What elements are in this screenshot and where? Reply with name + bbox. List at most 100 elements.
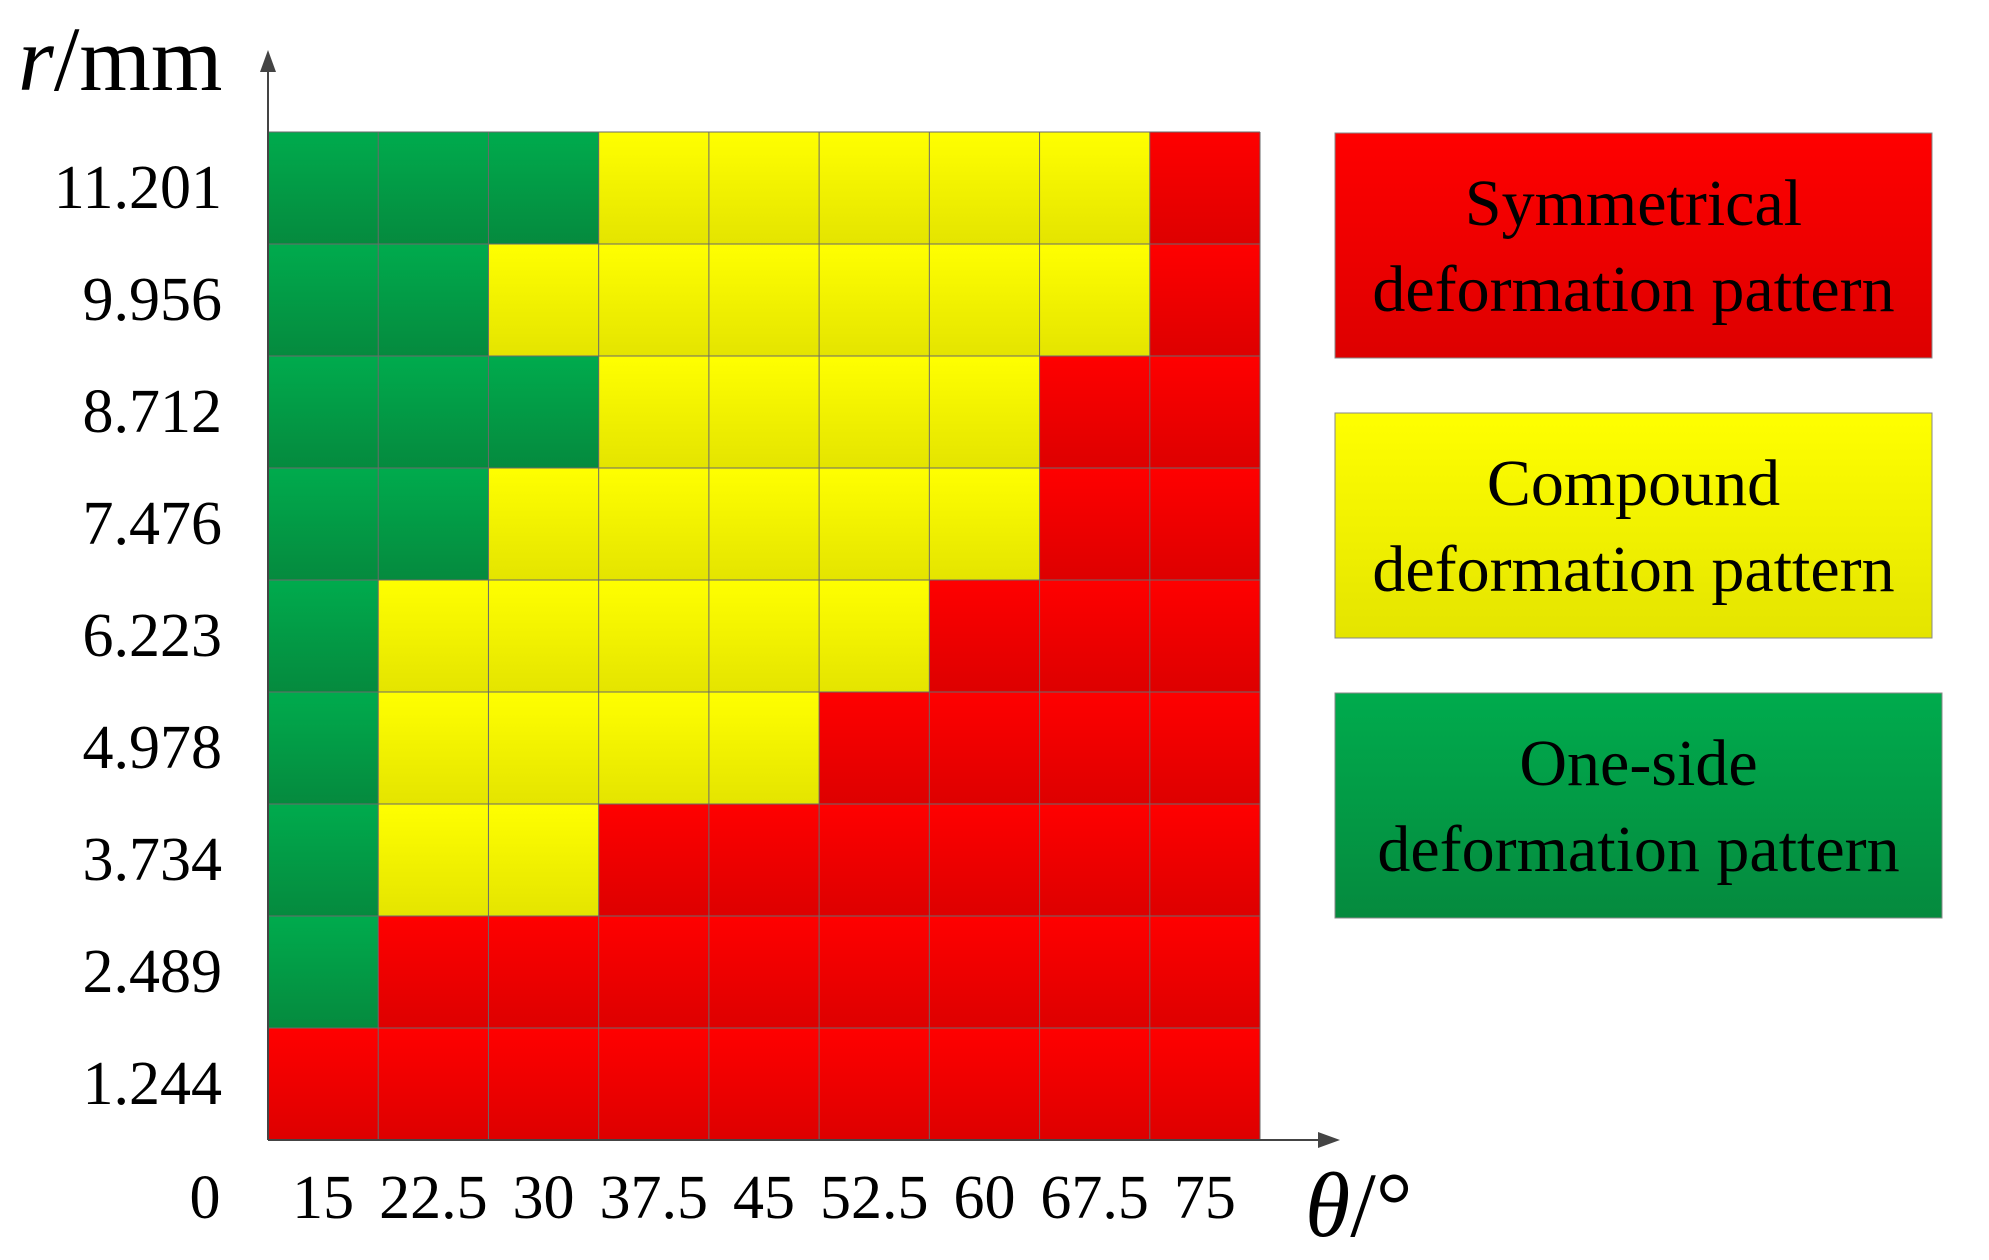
y-tick-label: 6.223 (83, 602, 223, 670)
heatmap-cell-r8.712-t22.5 (378, 356, 489, 469)
axes: r/mm θ/° (18, 8, 1413, 1256)
heatmap-cell-r6.223-t37.5 (598, 580, 710, 693)
x-tick-label: 15 (292, 1164, 354, 1232)
heatmap-cell-r2.489-t37.5 (598, 916, 710, 1029)
heatmap-cell-r11.201-t30 (488, 132, 600, 245)
y-tick-label: 9.956 (83, 266, 223, 334)
heatmap-cell-r3.734-t30 (488, 804, 600, 917)
legend: Symmetrical deformation pattern Compound de… (1334, 132, 1943, 919)
heatmap-cell-r8.712-t75 (1149, 356, 1261, 469)
legend-swatch (1334, 132, 1933, 359)
y-axis-title: r/mm (18, 8, 223, 110)
y-axis-unit: /mm (54, 8, 223, 110)
legend-label: Compound (1487, 447, 1780, 520)
heatmap-cell-r8.712-t67.5 (1039, 356, 1151, 469)
legend-swatch (1334, 692, 1943, 919)
heatmap-cell-r3.734-t45 (708, 804, 820, 917)
heatmap-cell-r3.734-t52.5 (819, 804, 930, 917)
y-tick-label: 8.712 (83, 378, 223, 446)
heatmap-cell-r7.476-t67.5 (1039, 468, 1151, 581)
heatmap-cell-r1.244-t37.5 (598, 1028, 710, 1141)
heatmap-cell-r1.244-t22.5 (378, 1028, 489, 1141)
heatmap-cell-r2.489-t67.5 (1039, 916, 1151, 1029)
x-tick-labels: 0 15 22.5 30 37.5 45 52.5 60 67.5 75 (190, 1164, 1236, 1232)
heatmap-cell-r2.489-t75 (1149, 916, 1261, 1029)
legend-label: deformation pattern (1372, 533, 1894, 606)
heatmap-cell-r8.712-t37.5 (598, 356, 710, 469)
x-tick-label: 22.5 (379, 1164, 488, 1232)
heatmap-cell-r4.978-t30 (488, 692, 600, 805)
y-tick-label: 1.244 (83, 1050, 223, 1118)
heatmap-cell-r9.956-t15 (268, 244, 379, 357)
heatmap-cell-r9.956-t52.5 (819, 244, 930, 357)
legend-label: Symmetrical (1465, 167, 1802, 240)
heatmap-cell-r7.476-t60 (929, 468, 1041, 581)
legend-item-s: Symmetrical deformation pattern (1334, 132, 1933, 359)
heatmap-cell-r2.489-t30 (488, 916, 600, 1029)
heatmap-cell-r2.489-t45 (708, 916, 820, 1029)
heatmap-cell-r1.244-t67.5 (1039, 1028, 1151, 1141)
x-tick-label: 45 (733, 1164, 795, 1232)
heatmap-cell-r4.978-t52.5 (819, 692, 930, 805)
heatmap-cell-r11.201-t60 (929, 132, 1041, 245)
heatmap-cell-r1.244-t45 (708, 1028, 820, 1141)
heatmap-cell-r1.244-t52.5 (819, 1028, 930, 1141)
x-tick-label: 52.5 (820, 1164, 929, 1232)
heatmap-cells (268, 132, 1261, 1141)
heatmap-cell-r4.978-t75 (1149, 692, 1261, 805)
grid-lines (267, 131, 1261, 1141)
heatmap-cell-r6.223-t60 (929, 580, 1041, 693)
heatmap-cell-r11.201-t15 (268, 132, 379, 245)
heatmap-cell-r11.201-t22.5 (378, 132, 489, 245)
y-tick-label: 4.978 (83, 714, 223, 782)
legend-label: deformation pattern (1372, 253, 1894, 326)
legend-swatch (1334, 412, 1933, 639)
y-tick-label: 3.734 (83, 826, 223, 894)
heatmap-cell-r6.223-t52.5 (819, 580, 930, 693)
y-tick-label: 11.201 (54, 154, 222, 222)
y-tick-labels: 1.244 2.489 3.734 4.978 6.223 7.476 8.712 9.956… (54, 154, 222, 1118)
x-axis-variable: θ (1305, 1154, 1350, 1256)
heatmap-cell-r3.734-t67.5 (1039, 804, 1151, 917)
x-tick-label: 37.5 (600, 1164, 709, 1232)
x-tick-label: 75 (1174, 1164, 1236, 1232)
y-tick-label: 7.476 (83, 490, 223, 558)
heatmap-cell-r9.956-t67.5 (1039, 244, 1151, 357)
heatmap-cell-r7.476-t52.5 (819, 468, 930, 581)
heatmap-cell-r3.734-t60 (929, 804, 1041, 917)
heatmap-cell-r4.978-t15 (268, 692, 379, 805)
origin-label: 0 (190, 1164, 221, 1232)
heatmap-cell-r6.223-t75 (1149, 580, 1261, 693)
heatmap-cell-r8.712-t60 (929, 356, 1041, 469)
heatmap-cell-r4.978-t45 (708, 692, 820, 805)
heatmap-cell-r1.244-t60 (929, 1028, 1041, 1141)
heatmap-cell-r7.476-t15 (268, 468, 379, 581)
heatmap-cell-r6.223-t15 (268, 580, 379, 693)
heatmap-cell-r9.956-t37.5 (598, 244, 710, 357)
heatmap-cell-r7.476-t22.5 (378, 468, 489, 581)
y-axis-variable: r (18, 8, 55, 110)
x-tick-label: 60 (953, 1164, 1015, 1232)
x-axis-unit: /° (1350, 1154, 1412, 1256)
heatmap-cell-r9.956-t60 (929, 244, 1041, 357)
heatmap-cell-r11.201-t37.5 (598, 132, 710, 245)
heatmap-cell-r7.476-t45 (708, 468, 820, 581)
heatmap-cell-r9.956-t75 (1149, 244, 1261, 357)
y-tick-label: 2.489 (83, 938, 223, 1006)
legend-item-o: One-side deformation pattern (1334, 692, 1943, 919)
heatmap-cell-r9.956-t22.5 (378, 244, 489, 357)
heatmap-cell-r6.223-t45 (708, 580, 820, 693)
heatmap-cell-r8.712-t15 (268, 356, 379, 469)
heatmap-cell-r6.223-t67.5 (1039, 580, 1151, 693)
heatmap-cell-r9.956-t30 (488, 244, 600, 357)
heatmap-cell-r6.223-t22.5 (378, 580, 489, 693)
legend-label: One-side (1519, 727, 1757, 800)
legend-label: deformation pattern (1377, 813, 1899, 886)
heatmap-cell-r1.244-t15 (268, 1028, 379, 1141)
heatmap-cell-r1.244-t30 (488, 1028, 600, 1141)
heatmap-cell-r2.489-t15 (268, 916, 379, 1029)
heatmap-cell-r7.476-t75 (1149, 468, 1261, 581)
heatmap-cell-r4.978-t37.5 (598, 692, 710, 805)
x-tick-label: 30 (513, 1164, 575, 1232)
